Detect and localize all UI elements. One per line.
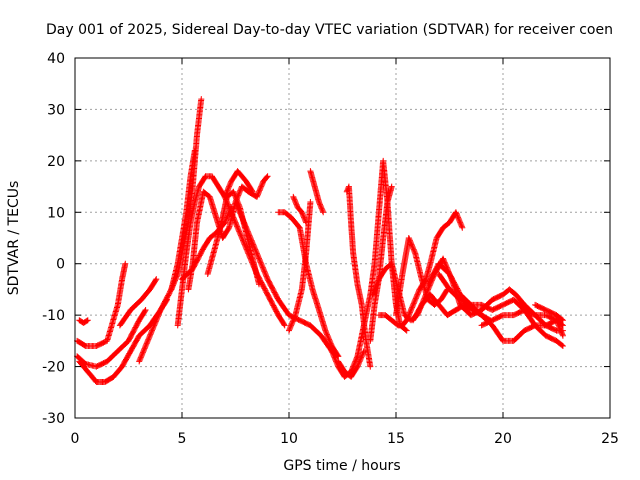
data-point-markers (168, 147, 198, 293)
series-arc-16 (290, 193, 310, 226)
x-tick-label: 5 (178, 431, 187, 447)
x-tick-label: 15 (387, 431, 405, 447)
series-arc-29 (457, 286, 566, 334)
y-tick-label: 40 (47, 51, 65, 67)
series-arc-1 (74, 260, 129, 349)
chart-title: Day 001 of 2025, Sidereal Day-to-day VTE… (46, 22, 613, 38)
data-point-markers (116, 276, 160, 329)
data-point-markers (286, 199, 314, 334)
series-arc-2 (76, 317, 91, 326)
series-arc-15 (286, 199, 314, 334)
series-arc-7 (168, 147, 198, 293)
tick-labels: 0 5 10 15 20 25 -30 -20 -10 0 10 20 30 40 (42, 51, 619, 447)
data-point-markers (76, 317, 91, 326)
data-point-markers (76, 296, 170, 385)
data-point-markers (425, 260, 566, 344)
data-point-markers (307, 168, 327, 216)
y-axis-label: SDTVAR / TECUs (6, 181, 22, 296)
data-point-markers (221, 193, 288, 329)
x-tick-label: 0 (71, 431, 80, 447)
data-point-markers (74, 260, 129, 349)
y-tick-label: 0 (56, 257, 65, 273)
axis-ticks (74, 57, 611, 419)
data-point-markers (457, 286, 566, 334)
series-arc-6 (136, 96, 205, 365)
grid-lines (75, 58, 610, 418)
series-arc-19 (335, 348, 367, 380)
y-tick-label: -10 (42, 308, 65, 324)
series-arc-5 (116, 276, 160, 329)
data-points (74, 96, 566, 385)
x-axis-label: GPS time / hours (283, 458, 400, 474)
series-arc-30 (478, 307, 566, 339)
data-point-markers (136, 96, 205, 365)
series-arc-12 (221, 193, 288, 329)
data-point-markers (335, 348, 367, 380)
series-arc-17 (307, 168, 327, 216)
data-point-markers (532, 301, 566, 324)
y-tick-label: -30 (42, 411, 65, 427)
y-tick-label: -20 (42, 360, 65, 376)
series-arc-3 (74, 307, 149, 370)
x-tick-label: 20 (494, 431, 512, 447)
y-tick-label: 20 (47, 154, 65, 170)
series-arc-27 (425, 260, 566, 344)
data-point-markers (74, 307, 149, 370)
series-arc-31 (532, 301, 566, 324)
x-tick-label: 10 (280, 431, 298, 447)
data-point-markers (290, 193, 310, 226)
x-tick-label: 25 (601, 431, 619, 447)
series-arc-4 (76, 296, 170, 385)
y-tick-label: 10 (47, 205, 65, 221)
y-tick-label: 30 (47, 102, 65, 118)
data-point-markers (478, 307, 566, 339)
plot-frame (74, 57, 611, 419)
